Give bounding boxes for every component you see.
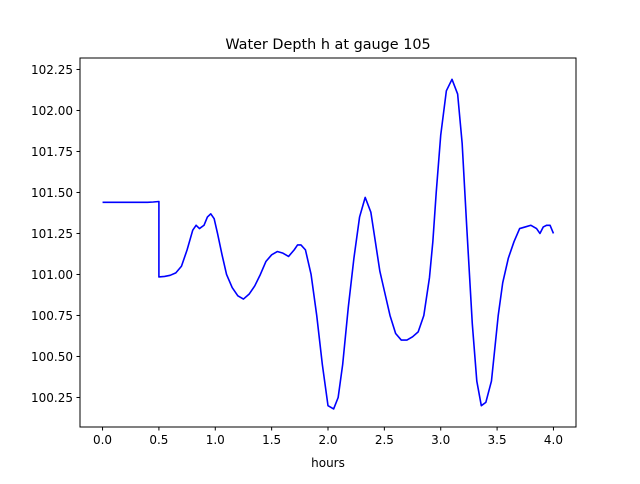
y-tick-label: 101.75 <box>31 145 73 159</box>
y-tick-label: 100.25 <box>31 391 73 405</box>
x-tick-label: 3.0 <box>431 433 450 447</box>
x-axis-ticks: 0.0 0.5 1.0 1.5 2.0 2.5 3.0 3.5 4.0 <box>93 427 563 447</box>
x-tick-label: 2.0 <box>318 433 337 447</box>
x-tick-label: 1.0 <box>206 433 225 447</box>
x-tick-label: 2.5 <box>375 433 394 447</box>
y-tick-label: 101.00 <box>31 268 73 282</box>
y-tick-label: 101.25 <box>31 227 73 241</box>
x-tick-label: 4.0 <box>544 433 563 447</box>
x-axis-label: hours <box>311 456 345 470</box>
x-tick-label: 3.5 <box>488 433 507 447</box>
plot-frame <box>79 57 577 428</box>
y-tick-label: 101.50 <box>31 186 73 200</box>
x-tick-label: 1.5 <box>262 433 281 447</box>
series-line <box>102 78 555 410</box>
x-tick-label: 0.5 <box>149 433 168 447</box>
y-axis-ticks: 100.25 100.50 100.75 101.00 101.25 101.50 101.… <box>31 63 80 405</box>
chart-title: Water Depth h at gauge 105 <box>225 37 430 53</box>
series-layer <box>102 78 555 410</box>
y-tick-label: 100.50 <box>31 350 73 364</box>
x-tick-label: 0.0 <box>93 433 112 447</box>
y-tick-label: 100.75 <box>31 309 73 323</box>
y-tick-label: 102.00 <box>31 104 73 118</box>
y-tick-label: 102.25 <box>31 63 73 77</box>
